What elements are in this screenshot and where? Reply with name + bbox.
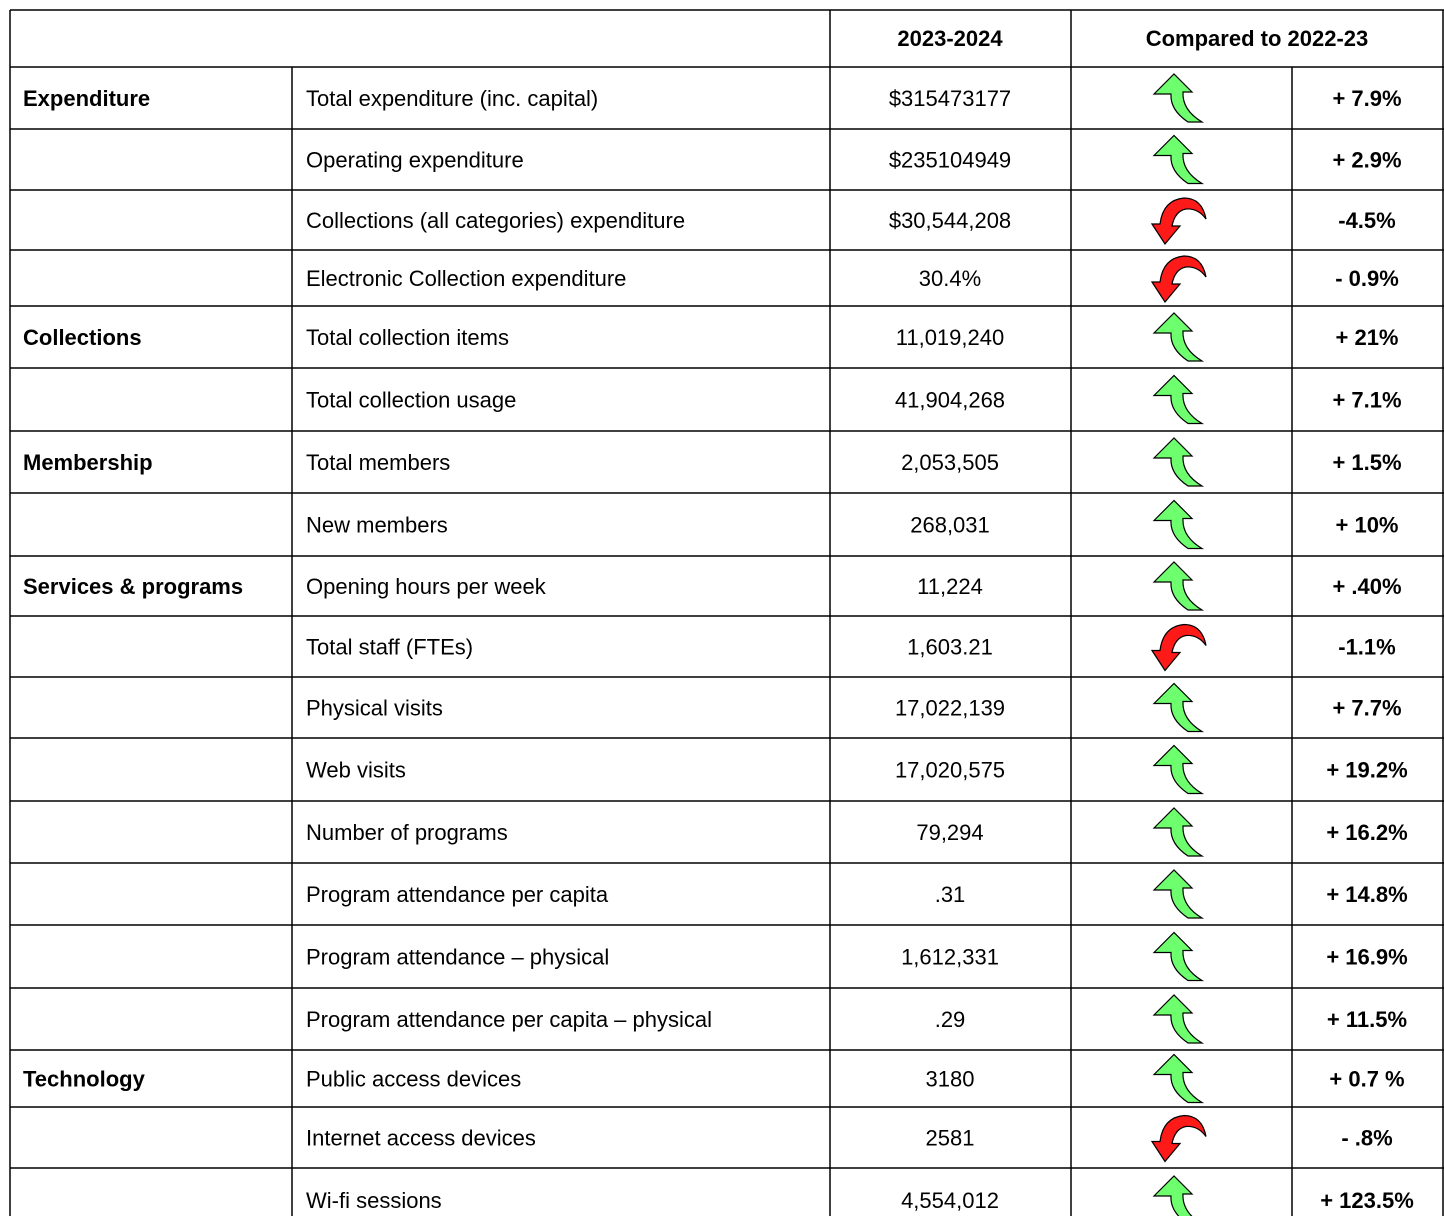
metric: Program attendance per capita [306,882,609,907]
arrow-up [1152,744,1205,795]
change: + 10% [1336,512,1399,537]
value: 1,603.21 [907,634,993,659]
value: $30,544,208 [889,208,1011,233]
value: $235104949 [889,147,1011,172]
category: Technology [23,1066,146,1091]
value: 2581 [926,1125,975,1150]
change: + 1.5% [1332,450,1401,475]
change: + 7.9% [1332,86,1401,111]
value: 11,224 [917,574,983,599]
metric: Total expenditure (inc. capital) [306,86,598,111]
header-comparison: Compared to 2022-23 [1146,26,1369,51]
category: Services & programs [23,574,243,599]
metric: Physical visits [306,695,443,720]
metric: Collections (all categories) expenditure [306,208,685,233]
metric: Total collection items [306,325,509,350]
metric: Web visits [306,757,406,782]
change: + 16.9% [1326,944,1407,969]
change: + 11.5% [1327,1007,1407,1032]
metric: New members [306,512,448,537]
value: 1,612,331 [901,944,999,969]
metric: Wi-fi sessions [306,1188,442,1213]
value: 30.4% [919,266,981,291]
change: + 16.2% [1326,820,1407,845]
metric: Total collection usage [306,387,516,412]
value: 2,053,505 [901,450,999,475]
value: 11,019,240 [896,325,1004,350]
change: - 0.9% [1335,266,1399,291]
change: - .8% [1341,1125,1392,1150]
metric: Program attendance per capita – physical [306,1007,712,1032]
arrow-up [1152,994,1205,1044]
arrow-up [1152,374,1205,425]
metric: Total members [306,450,450,475]
value: 17,020,575 [895,757,1005,782]
value: 3180 [926,1066,975,1091]
change: + 21% [1336,325,1399,350]
value: 79,294 [916,820,983,845]
change: + 19.2% [1326,757,1407,782]
metric: Total staff (FTEs) [306,634,473,659]
arrow-up [1152,312,1205,362]
metric: Public access devices [306,1066,521,1091]
arrow-down [1150,255,1207,304]
arrow-up [1152,1053,1205,1104]
change: + 7.7% [1332,695,1401,720]
metric: Number of programs [306,820,508,845]
arrow-up [1152,682,1205,733]
arrow-up [1152,437,1205,487]
arrow-up [1152,73,1205,123]
change: -1.1% [1338,634,1395,659]
change: + 0.7 % [1329,1066,1404,1091]
arrow-up [1152,561,1205,611]
change: + 123.5% [1320,1188,1414,1213]
value: .31 [935,882,966,907]
change: + 14.8% [1326,882,1407,907]
metric: Opening hours per week [306,574,547,599]
category: Collections [23,325,142,350]
value: .29 [935,1007,966,1032]
arrow-up [1152,134,1205,185]
metric: Program attendance – physical [306,944,609,969]
arrow-down [1150,1114,1207,1163]
value: $315473177 [889,86,1011,111]
metric: Operating expenditure [306,147,524,172]
header-period: 2023-2024 [897,26,1003,51]
arrow-up [1152,931,1205,982]
change: + .40% [1332,574,1401,599]
value: 41,904,268 [895,387,1005,412]
arrow-up [1152,807,1205,857]
change: + 7.1% [1332,387,1401,412]
category: Membership [23,450,153,475]
value: 4,554,012 [901,1188,999,1213]
arrow-up [1152,499,1205,550]
arrow-down [1150,623,1207,672]
value: 17,022,139 [895,695,1005,720]
arrow-up [1152,869,1205,919]
value: 268,031 [910,512,990,537]
metric: Internet access devices [306,1125,536,1150]
arrow-up [1152,1175,1194,1216]
change: -4.5% [1338,208,1395,233]
category: Expenditure [23,86,150,111]
change: + 2.9% [1332,147,1401,172]
metric: Electronic Collection expenditure [306,266,626,291]
arrow-down [1150,197,1207,246]
